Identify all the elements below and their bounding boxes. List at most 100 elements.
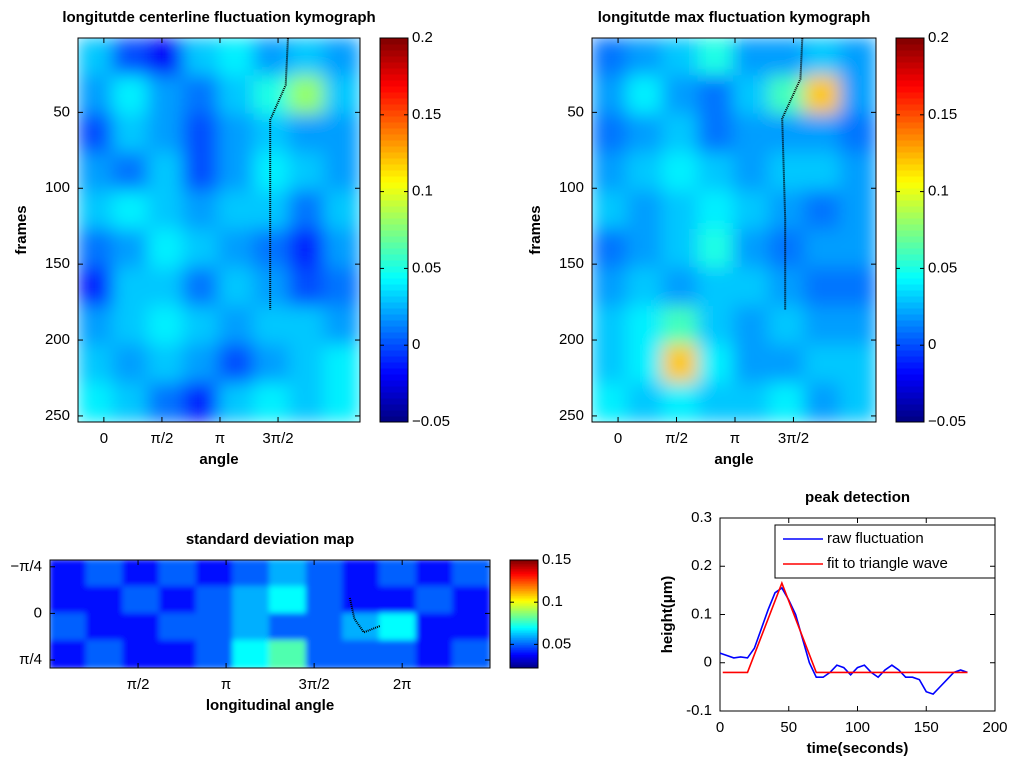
heatmap-cell (804, 190, 842, 231)
heatmap-cell (218, 152, 256, 193)
colorbar-swatch (510, 630, 538, 634)
colorbar-swatch (896, 44, 924, 51)
heatmap-cell (85, 586, 125, 615)
colorbar-tick-label: 0.1 (542, 593, 563, 610)
heatmap-cell (112, 75, 150, 116)
colorbar-swatch (896, 338, 924, 345)
colorbar-swatch (896, 80, 924, 87)
colorbar-swatch (380, 128, 408, 135)
colorbar-swatch (510, 610, 538, 613)
colorbar-swatch (896, 230, 924, 237)
colorbar-swatch (510, 619, 538, 622)
colorbar-swatch (510, 661, 538, 664)
heatmap-cell (253, 344, 291, 385)
heatmap-cell (662, 38, 700, 78)
colorbar-swatch (896, 380, 924, 387)
heatmap-cell (288, 344, 326, 385)
heatmap-cell (78, 382, 115, 422)
colorbar-swatch (510, 576, 538, 580)
colorbar-frame (509, 559, 539, 669)
heatmap-cell (452, 640, 490, 668)
y-tick-label: 50 (567, 103, 584, 120)
heatmap-cell (626, 267, 664, 308)
heatmap-cell (592, 382, 629, 422)
heatmap-cell (305, 613, 345, 642)
heatmap-cell (112, 305, 150, 347)
heatmap-cell (839, 75, 876, 116)
colorbar-swatch (510, 656, 538, 659)
colorbar-swatch (510, 622, 538, 625)
colorbar-swatch (380, 278, 408, 285)
heatmap-cell (626, 190, 664, 231)
heatmap-cell (697, 344, 735, 385)
heatmap-cell (182, 113, 220, 155)
colorbar-swatch (510, 597, 538, 600)
x-tick-label: π (215, 430, 225, 447)
heatmap-cell (305, 560, 345, 588)
heatmap-cell (288, 75, 326, 116)
heatmap-cell (253, 267, 291, 308)
colorbar-swatch (380, 260, 408, 267)
colorbar-swatch (510, 561, 538, 564)
heatmap-cell (379, 560, 418, 588)
heatmap-cell (342, 560, 381, 588)
heatmap-cell (733, 305, 771, 347)
colorbar-swatch (896, 92, 924, 99)
colorbar-tick-label: −0.05 (412, 413, 450, 430)
colorbar-swatch (510, 602, 538, 605)
heatmap-cell (147, 190, 185, 231)
heatmap-cell (182, 305, 220, 347)
heatmap-cell (112, 113, 150, 155)
colorbar-swatch (510, 625, 538, 628)
colorbar-swatch (510, 570, 538, 573)
colorbar-swatch (510, 617, 538, 620)
colorbar-swatch (896, 242, 924, 249)
legend-label: fit to triangle wave (827, 555, 948, 572)
heatmap-cell (768, 344, 806, 385)
heatmap-cell (323, 113, 360, 155)
colorbar-swatch (896, 350, 924, 357)
colorbar-swatch (510, 629, 538, 632)
colorbar-swatch (380, 242, 408, 249)
colorbar-swatch (380, 350, 408, 357)
heatmap-cell (804, 267, 842, 308)
heatmap-cell (415, 586, 455, 615)
heatmap-clip (78, 38, 360, 422)
heatmap-cell (592, 152, 629, 193)
colorbar-swatch (896, 206, 924, 213)
colorbar-swatch (896, 146, 924, 153)
plot-frame (77, 37, 361, 423)
colorbar-swatch (896, 278, 924, 285)
colorbar-swatch (510, 651, 538, 654)
heatmap-cell (253, 305, 291, 347)
heatmap-cell (122, 560, 161, 588)
colorbar-swatch (510, 592, 538, 595)
colorbar-swatch (380, 386, 408, 393)
colorbar-swatch (896, 290, 924, 297)
colorbar-swatch (510, 641, 538, 644)
legend-label: raw fluctuation (827, 530, 924, 547)
colorbar-swatch (510, 657, 538, 661)
heatmap-cell (253, 152, 291, 193)
colorbar-swatch (510, 627, 538, 630)
colorbar-swatch (896, 86, 924, 93)
heatmap-cell (839, 113, 876, 155)
heatmap (50, 560, 490, 668)
heatmap-cell (323, 382, 360, 422)
colorbar-tick-label: 0.2 (412, 29, 433, 46)
heatmap-cell (253, 229, 291, 270)
colorbar-swatch (896, 140, 924, 147)
heatmap-cell (269, 613, 308, 642)
colorbar-swatch (896, 332, 924, 339)
colorbar-swatch (380, 410, 408, 417)
x-tick-label: π/2 (150, 430, 173, 447)
heatmap-cell (626, 382, 664, 422)
x-tick-label: 3π/2 (299, 676, 330, 693)
colorbar-swatch (510, 666, 538, 669)
colorbar-swatch (510, 580, 538, 583)
heatmap-cell (195, 586, 235, 615)
colorbar-swatch (510, 607, 538, 610)
colorbar-swatch (510, 662, 538, 666)
heatmap-cell (626, 113, 664, 155)
colorbar-swatch (510, 587, 538, 590)
